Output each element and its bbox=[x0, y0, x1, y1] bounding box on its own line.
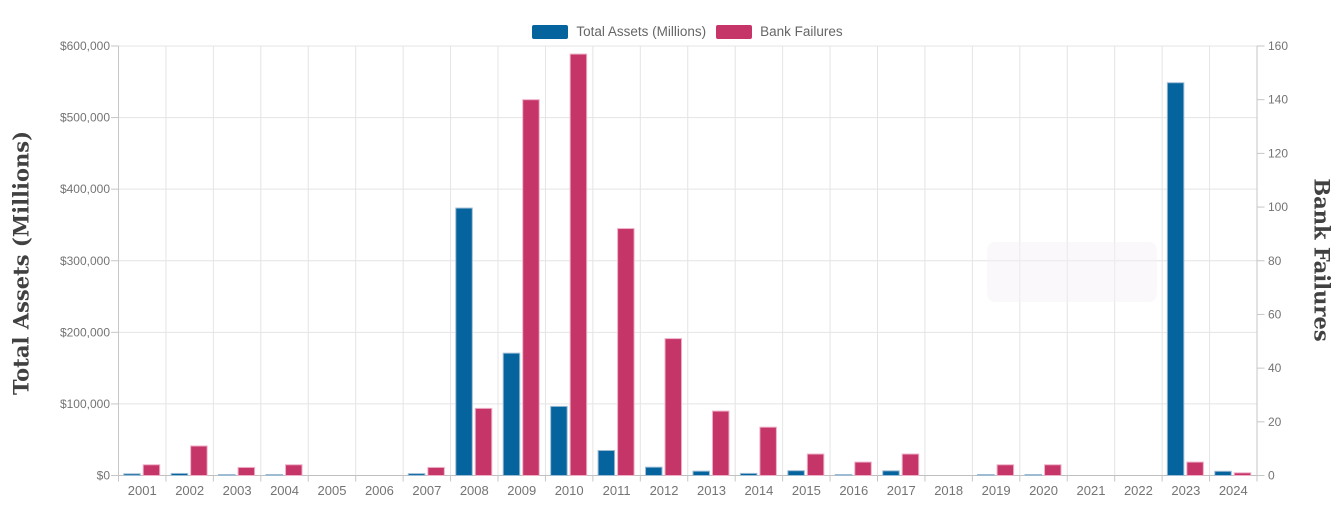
bar-total-assets-2010[interactable] bbox=[550, 405, 568, 476]
x-axis-year-label: 2023 bbox=[1171, 483, 1200, 498]
x-axis-year-label: 2022 bbox=[1124, 483, 1153, 498]
x-axis-year-label: 2004 bbox=[270, 483, 299, 498]
left-axis-tick-label: $200,000 bbox=[60, 325, 110, 339]
bar-total-assets-2015[interactable] bbox=[787, 470, 805, 476]
legend-swatch-bank-failures-icon bbox=[716, 25, 753, 39]
bar-total-assets-2024[interactable] bbox=[1214, 470, 1232, 477]
left-axis-title: Total Assets (Millions) bbox=[8, 130, 34, 396]
left-axis-tick-label: $500,000 bbox=[60, 111, 110, 125]
right-axis-tick-label: 60 bbox=[1268, 307, 1282, 321]
x-axis-year-label: 2020 bbox=[1029, 483, 1058, 498]
bar-bank-failures-2009[interactable] bbox=[522, 99, 540, 476]
x-axis-year-label: 2012 bbox=[650, 483, 679, 498]
right-axis-tick-label: 80 bbox=[1268, 254, 1282, 268]
right-axis-tick-label: 120 bbox=[1268, 146, 1288, 160]
bar-bank-failures-2019[interactable] bbox=[996, 464, 1015, 477]
right-axis-title: Bank Failures bbox=[1309, 178, 1335, 342]
bar-bank-failures-2003[interactable] bbox=[237, 466, 256, 476]
left-axis-tick-label: $600,000 bbox=[60, 39, 110, 53]
legend-item-total-assets[interactable]: Total Assets (Millions) bbox=[532, 25, 706, 39]
x-axis-year-label: 2015 bbox=[792, 483, 821, 498]
x-axis-year-label: 2010 bbox=[555, 483, 584, 498]
legend-label-bank-failures: Bank Failures bbox=[760, 24, 843, 39]
left-axis-tick-label: $0 bbox=[97, 469, 111, 483]
bar-total-assets-2007[interactable] bbox=[407, 473, 426, 477]
bar-total-assets-2019[interactable] bbox=[977, 474, 995, 476]
x-axis-year-label: 2018 bbox=[934, 483, 963, 498]
bar-total-assets-2023[interactable] bbox=[1166, 82, 1185, 477]
x-axis-year-label: 2024 bbox=[1219, 483, 1248, 498]
x-axis-year-label: 2021 bbox=[1077, 483, 1106, 498]
bar-total-assets-2013[interactable] bbox=[692, 470, 710, 476]
right-axis-tick-label: 100 bbox=[1268, 200, 1288, 214]
x-axis-year-label: 2019 bbox=[982, 483, 1011, 498]
legend-item-bank-failures[interactable]: Bank Failures bbox=[716, 25, 843, 39]
bar-bank-failures-2017[interactable] bbox=[901, 453, 920, 476]
x-axis-year-label: 2003 bbox=[223, 483, 252, 498]
right-axis-tick-label: 0 bbox=[1268, 469, 1275, 483]
bar-bank-failures-2012[interactable] bbox=[664, 338, 683, 476]
x-axis-year-label: 2001 bbox=[128, 483, 157, 498]
bar-total-assets-2017[interactable] bbox=[882, 470, 900, 476]
bar-bank-failures-2011[interactable] bbox=[617, 228, 635, 476]
bar-bank-failures-2020[interactable] bbox=[1044, 464, 1062, 477]
bar-bank-failures-2001[interactable] bbox=[142, 464, 161, 477]
chart-legend: Total Assets (Millions) Bank Failures bbox=[0, 25, 1341, 39]
right-axis-tick-label: 40 bbox=[1268, 361, 1282, 375]
legend-swatch-total-assets-icon bbox=[532, 25, 569, 39]
bar-bank-failures-2008[interactable] bbox=[474, 407, 493, 476]
bar-bank-failures-2015[interactable] bbox=[806, 453, 825, 476]
bar-total-assets-2003[interactable] bbox=[218, 474, 236, 476]
bar-bank-failures-2007[interactable] bbox=[427, 466, 445, 476]
bar-total-assets-2014[interactable] bbox=[739, 472, 758, 477]
x-axis-year-label: 2002 bbox=[175, 483, 204, 498]
bar-total-assets-2016[interactable] bbox=[834, 474, 853, 476]
bar-total-assets-2008[interactable] bbox=[455, 207, 473, 476]
x-axis-year-label: 2007 bbox=[412, 483, 441, 498]
bar-bank-failures-2002[interactable] bbox=[190, 445, 208, 476]
bar-total-assets-2009[interactable] bbox=[502, 352, 521, 477]
x-axis-year-label: 2017 bbox=[887, 483, 916, 498]
right-axis-tick-label: 20 bbox=[1268, 415, 1282, 429]
left-axis-tick-label: $400,000 bbox=[60, 182, 110, 196]
bar-total-assets-2012[interactable] bbox=[645, 466, 663, 477]
bar-total-assets-2011[interactable] bbox=[597, 450, 616, 476]
bar-total-assets-2020[interactable] bbox=[1024, 474, 1043, 476]
x-axis-year-label: 2006 bbox=[365, 483, 394, 498]
x-axis-year-label: 2009 bbox=[507, 483, 536, 498]
x-axis-year-label: 2008 bbox=[460, 483, 489, 498]
bar-bank-failures-2016[interactable] bbox=[854, 461, 872, 476]
bar-bank-failures-2014[interactable] bbox=[759, 426, 777, 476]
bar-bank-failures-2004[interactable] bbox=[285, 464, 303, 477]
right-axis-tick-label: 160 bbox=[1268, 39, 1288, 53]
x-axis-year-label: 2016 bbox=[839, 483, 868, 498]
bar-total-assets-2002[interactable] bbox=[170, 472, 189, 477]
bar-total-assets-2001[interactable] bbox=[123, 473, 141, 476]
x-axis-year-label: 2005 bbox=[318, 483, 347, 498]
x-axis-year-label: 2014 bbox=[744, 483, 773, 498]
bar-bank-failures-2013[interactable] bbox=[711, 410, 730, 477]
bar-total-assets-2004[interactable] bbox=[265, 474, 284, 476]
ghost-tooltip-artifact bbox=[987, 242, 1157, 302]
x-axis-year-label: 2011 bbox=[603, 483, 631, 498]
bar-bank-failures-2023[interactable] bbox=[1186, 461, 1204, 476]
x-axis-year-label: 2013 bbox=[697, 483, 726, 498]
left-axis-tick-label: $300,000 bbox=[60, 254, 110, 268]
right-axis-tick-label: 140 bbox=[1268, 93, 1288, 107]
left-axis-tick-label: $100,000 bbox=[60, 397, 110, 411]
bar-bank-failures-2024[interactable] bbox=[1233, 472, 1252, 476]
bar-bank-failures-2010[interactable] bbox=[569, 53, 588, 476]
legend-label-total-assets: Total Assets (Millions) bbox=[576, 24, 707, 39]
